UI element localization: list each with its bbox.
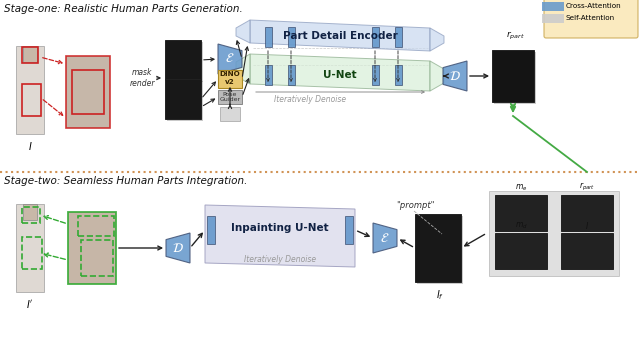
FancyBboxPatch shape — [264, 65, 271, 85]
Text: mask
render: mask render — [129, 68, 155, 88]
FancyBboxPatch shape — [495, 233, 547, 269]
FancyBboxPatch shape — [371, 27, 378, 47]
Text: $I$: $I$ — [28, 140, 32, 152]
Polygon shape — [373, 223, 397, 253]
Polygon shape — [250, 20, 430, 51]
Text: Iteratively Denoise: Iteratively Denoise — [244, 255, 316, 264]
Text: Self-Attention: Self-Attention — [566, 15, 615, 21]
Polygon shape — [218, 44, 242, 74]
Text: Cross-Attention: Cross-Attention — [566, 3, 621, 9]
FancyBboxPatch shape — [494, 52, 536, 104]
FancyBboxPatch shape — [207, 216, 215, 244]
Text: U-Net: U-Net — [323, 70, 357, 80]
Text: $r_{part}$: $r_{part}$ — [506, 30, 524, 42]
Text: $I$: $I$ — [585, 220, 589, 231]
Text: Iteratively Denoise: Iteratively Denoise — [274, 95, 346, 104]
Polygon shape — [250, 54, 430, 91]
Polygon shape — [236, 20, 250, 43]
FancyBboxPatch shape — [287, 27, 294, 47]
FancyBboxPatch shape — [16, 204, 44, 292]
Text: Part Detail Encoder: Part Detail Encoder — [283, 31, 397, 41]
Bar — [78, 216, 114, 236]
Text: $I_f$: $I_f$ — [436, 288, 444, 302]
FancyBboxPatch shape — [562, 196, 614, 232]
Text: $\mathcal{D}$: $\mathcal{D}$ — [449, 70, 461, 82]
FancyBboxPatch shape — [218, 90, 242, 104]
FancyBboxPatch shape — [167, 42, 203, 82]
Polygon shape — [430, 28, 444, 51]
FancyBboxPatch shape — [165, 40, 201, 80]
FancyBboxPatch shape — [264, 27, 271, 47]
FancyBboxPatch shape — [167, 81, 203, 121]
FancyBboxPatch shape — [417, 216, 463, 284]
FancyBboxPatch shape — [496, 196, 548, 232]
Polygon shape — [443, 61, 467, 91]
FancyBboxPatch shape — [562, 234, 614, 270]
FancyBboxPatch shape — [394, 27, 401, 47]
Text: $m_d$: $m_d$ — [515, 221, 527, 231]
Text: "prompt": "prompt" — [396, 201, 435, 210]
FancyBboxPatch shape — [23, 46, 37, 62]
FancyBboxPatch shape — [218, 70, 242, 88]
FancyBboxPatch shape — [220, 107, 240, 121]
FancyBboxPatch shape — [371, 65, 378, 85]
Polygon shape — [205, 205, 355, 267]
FancyBboxPatch shape — [542, 1, 564, 10]
Polygon shape — [430, 61, 444, 91]
Bar — [22, 237, 42, 269]
Text: $I'$: $I'$ — [26, 298, 34, 310]
FancyBboxPatch shape — [544, 0, 638, 38]
Text: $r_{part}$: $r_{part}$ — [579, 181, 595, 193]
FancyBboxPatch shape — [415, 214, 461, 282]
FancyBboxPatch shape — [66, 56, 110, 128]
Text: Pose
Guider: Pose Guider — [220, 92, 241, 102]
FancyBboxPatch shape — [561, 233, 613, 269]
Text: Stage-one: Realistic Human Parts Generation.: Stage-one: Realistic Human Parts Generat… — [4, 4, 243, 14]
Polygon shape — [236, 54, 250, 84]
Text: Inpainting U-Net: Inpainting U-Net — [231, 223, 329, 233]
Bar — [22, 84, 40, 116]
FancyBboxPatch shape — [287, 65, 294, 85]
Bar — [72, 70, 104, 114]
FancyBboxPatch shape — [495, 195, 547, 231]
FancyBboxPatch shape — [496, 234, 548, 270]
Bar — [22, 207, 40, 223]
Text: $\mathcal{E}$: $\mathcal{E}$ — [380, 231, 390, 245]
Bar — [81, 240, 113, 276]
Text: $\mathcal{D}$: $\mathcal{D}$ — [172, 242, 184, 254]
Text: DINO
v2: DINO v2 — [220, 71, 241, 85]
FancyBboxPatch shape — [23, 204, 37, 220]
FancyBboxPatch shape — [394, 65, 401, 85]
Text: $\mathcal{E}$: $\mathcal{E}$ — [225, 53, 235, 65]
FancyBboxPatch shape — [489, 190, 619, 276]
Polygon shape — [166, 233, 190, 263]
Bar — [22, 47, 38, 63]
FancyBboxPatch shape — [492, 50, 534, 102]
FancyBboxPatch shape — [165, 79, 201, 119]
FancyBboxPatch shape — [68, 212, 116, 284]
FancyBboxPatch shape — [345, 216, 353, 244]
FancyBboxPatch shape — [16, 46, 44, 134]
FancyBboxPatch shape — [561, 195, 613, 231]
Text: $m_e$: $m_e$ — [515, 182, 527, 193]
FancyBboxPatch shape — [542, 14, 564, 23]
Text: Stage-two: Seamless Human Parts Integration.: Stage-two: Seamless Human Parts Integrat… — [4, 176, 248, 186]
